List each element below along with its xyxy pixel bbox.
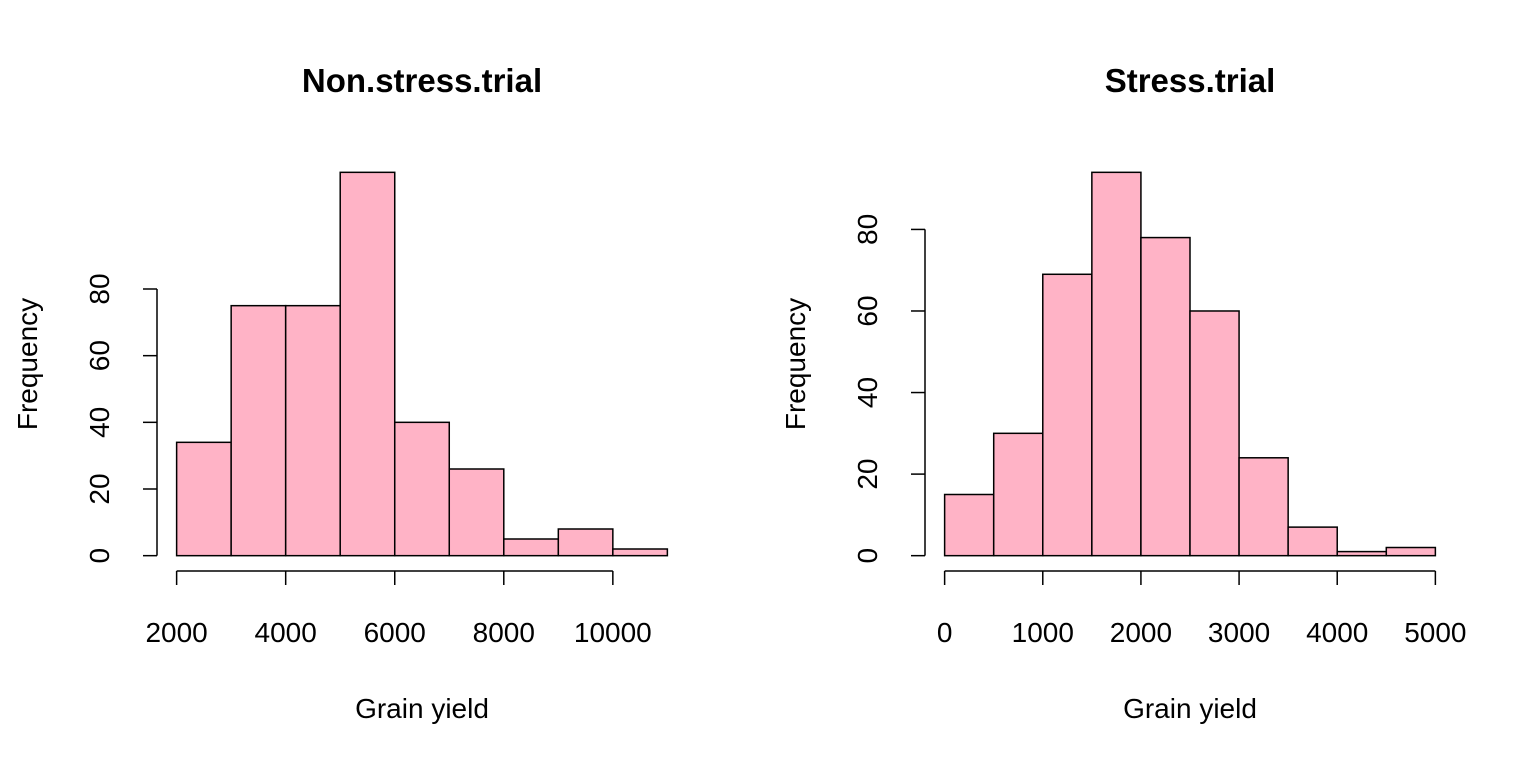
bar xyxy=(943,493,995,557)
x-tick-label: 4000 xyxy=(1306,617,1368,648)
x-tick-label: 5000 xyxy=(1404,617,1466,648)
bar xyxy=(284,304,341,557)
y-tick-label: 60 xyxy=(852,295,883,326)
x-tick-label: 8000 xyxy=(473,617,535,648)
bar xyxy=(992,432,1044,557)
chart-title: Non.stress.trial xyxy=(302,62,542,99)
x-tick-label: 0 xyxy=(937,617,953,648)
bar xyxy=(230,304,287,557)
y-axis-label: Frequency xyxy=(780,298,811,430)
bar xyxy=(339,171,396,557)
y-tick-label: 80 xyxy=(84,273,115,304)
bar xyxy=(1238,457,1289,557)
bar xyxy=(175,441,232,557)
bar xyxy=(448,468,505,557)
chart-title: Stress.trial xyxy=(1105,62,1276,99)
bar xyxy=(1336,550,1388,557)
bar xyxy=(393,421,451,557)
y-axis-label: Frequency xyxy=(12,298,43,430)
bar xyxy=(1189,310,1240,557)
bar xyxy=(1140,236,1191,557)
bar xyxy=(1091,171,1142,557)
bar xyxy=(612,548,669,557)
x-axis-label: Grain yield xyxy=(355,693,489,724)
y-tick-label: 20 xyxy=(852,459,883,490)
x-tick-label: 2000 xyxy=(1110,617,1172,648)
x-tick-label: 3000 xyxy=(1208,617,1270,648)
x-tick-label: 1000 xyxy=(1012,617,1074,648)
y-tick-label: 60 xyxy=(84,340,115,371)
x-tick-label: 2000 xyxy=(145,617,207,648)
y-tick-label: 40 xyxy=(852,377,883,408)
x-tick-label: 10000 xyxy=(574,617,652,648)
x-tick-label: 4000 xyxy=(255,617,317,648)
y-tick-label: 0 xyxy=(84,548,115,564)
bar xyxy=(1042,273,1093,557)
y-tick-label: 80 xyxy=(852,214,883,245)
x-tick-label: 6000 xyxy=(364,617,426,648)
bar xyxy=(1385,546,1437,557)
y-tick-label: 20 xyxy=(84,473,115,504)
bar xyxy=(503,538,560,557)
bar xyxy=(557,528,614,557)
bar xyxy=(1287,526,1338,557)
y-tick-label: 0 xyxy=(852,548,883,564)
x-axis-label: Grain yield xyxy=(1123,693,1257,724)
y-tick-label: 40 xyxy=(84,407,115,438)
